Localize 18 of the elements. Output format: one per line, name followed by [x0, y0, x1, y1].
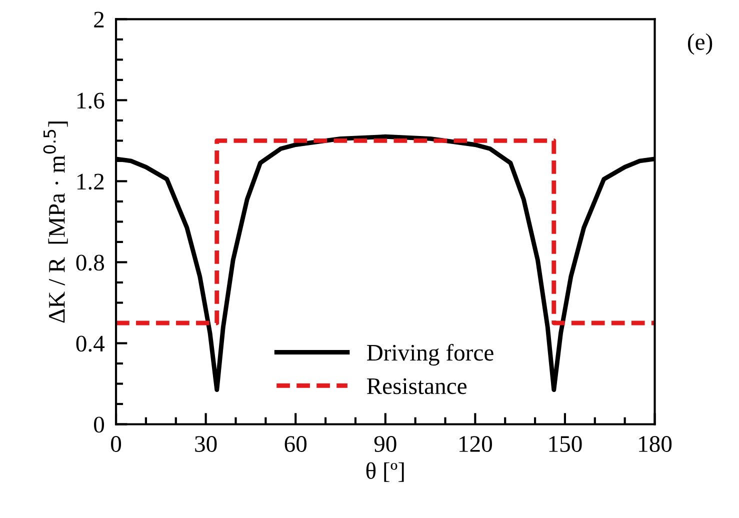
y-tick-label: 0.4	[76, 336, 105, 352]
legend-label: Resistance	[367, 378, 466, 394]
y-tick-label: 0	[94, 416, 104, 433]
x-tick-label: 30	[195, 436, 217, 452]
x-tick-label: 90	[374, 436, 396, 452]
legend-label: Driving force	[367, 344, 494, 366]
y-tick-label: 2	[94, 12, 104, 28]
x-tick-label: 180	[639, 436, 672, 452]
y-tick-label: 1.2	[77, 174, 104, 190]
x-tick-label: 120	[460, 436, 492, 452]
x-axis-title: θ [º]	[366, 462, 404, 482]
y-axis-title: ΔK / R [MPa · m$^{0.5}$]	[43, 122, 68, 323]
x-tick-label: 60	[284, 436, 307, 452]
y-tick-label: 1.6	[77, 92, 104, 109]
x-tick-label: 150	[549, 436, 582, 452]
text: (e)	[688, 33, 712, 55]
x-tick-label: 0	[111, 436, 122, 452]
y-tick-label: 0.8	[76, 254, 104, 271]
